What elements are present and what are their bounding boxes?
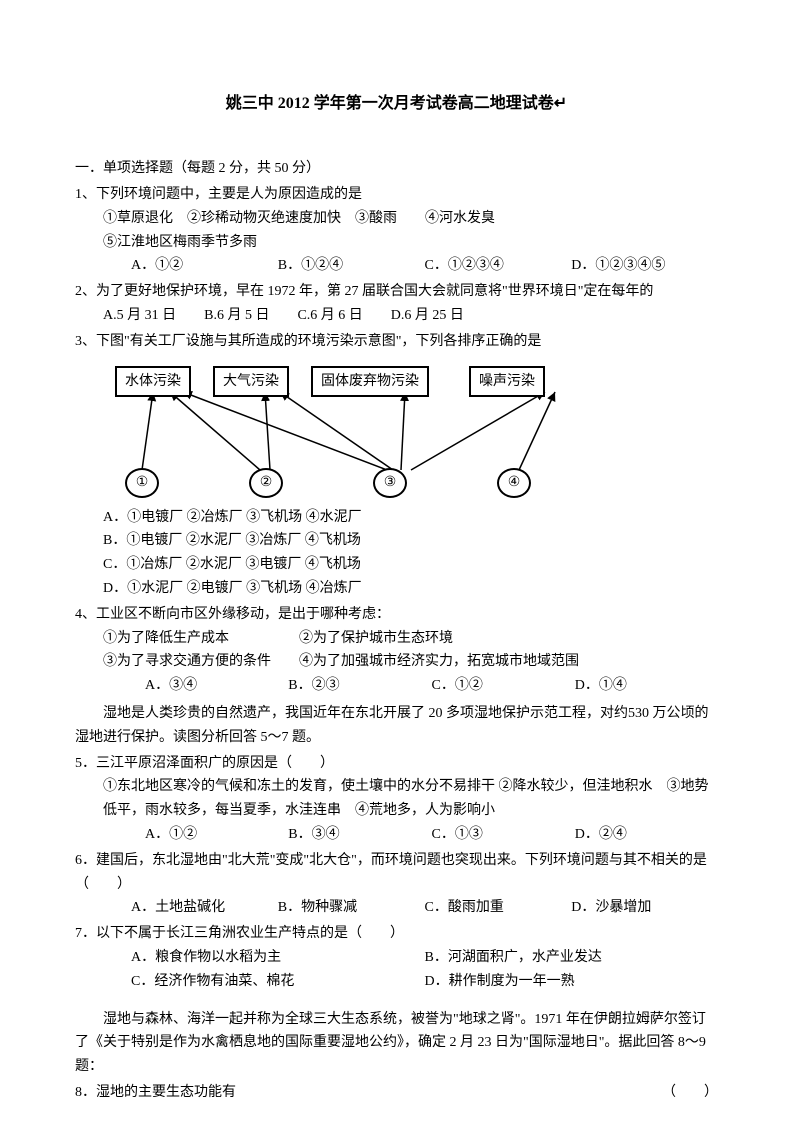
q4-stem: 4、工业区不断向市区外缘移动，是出于哪种考虑： (75, 603, 718, 627)
section-1-heading: 一．单项选择题（每题 2 分，共 50 分） (75, 157, 718, 181)
q1-options: A．①② B．①②④ C．①②③④ D．①②③④⑤ (75, 254, 718, 278)
q6-opt-d: D．沙暴增加 (571, 896, 718, 920)
q4-opt-b: B．②③ (288, 674, 431, 698)
q1-line1: ①草原退化 ②珍稀动物灭绝速度加快 ③酸雨 ④河水发臭 (75, 207, 718, 231)
q3-box-water: 水体污染 (115, 366, 191, 398)
q6-stem: 6．建国后，东北湿地由"北大荒"变成"北大仓"，而环境问题也突现出来。下列环境问… (75, 849, 718, 897)
q7-opt-d: D．耕作制度为一年一熟 (425, 970, 719, 994)
q4-l1: ①为了降低生产成本 ②为了保护城市生态环境 (75, 627, 718, 651)
exam-title: 姚三中 2012 学年第一次月考试卷高二地理试卷↵ (75, 90, 718, 117)
q5-body: ①东北地区寒冷的气候和冻土的发育，使土壤中的水分不易排干 ②降水较少，但洼地积水… (75, 775, 718, 823)
q1-opt-a: A．①② (131, 254, 278, 278)
q3-stem: 3、下图"有关工厂设施与其所造成的环境污染示意图"，下列各排序正确的是 (75, 330, 718, 354)
q4-opt-d: D．①④ (575, 674, 718, 698)
title-tail: ↵ (554, 95, 567, 112)
q5-stem: 5．三江平原沼泽面积广的原因是（ ） (75, 752, 718, 776)
q3-opt-b: B．①电镀厂 ②水泥厂 ③冶炼厂 ④飞机场 (75, 529, 718, 553)
passage-1: 湿地是人类珍贵的自然遗产，我国近年在东北开展了 20 多项湿地保护示范工程，对约… (75, 702, 718, 750)
q6-options: A．土地盐碱化 B．物种骤减 C．酸雨加重 D．沙暴增加 (75, 896, 718, 920)
q8-stem: 8．湿地的主要生态功能有 （ ） (75, 1081, 718, 1105)
q3-opt-a: A．①电镀厂 ②冶炼厂 ③飞机场 ④水泥厂 (75, 506, 718, 530)
q3-circle-4: ④ (497, 468, 531, 498)
q7-stem: 7．以下不属于长江三角洲农业生产特点的是（ ） (75, 922, 718, 946)
q7-opt-a: A．粮食作物以水稻为主 (131, 946, 425, 970)
passage-2: 湿地与森林、海洋一起并称为全球三大生态系统，被誉为"地球之肾"。1971 年在伊… (75, 1008, 718, 1079)
q3-diagram: 水体污染 大气污染 固体废弃物污染 噪声污染 ① ② ③ ④ (115, 362, 635, 502)
q4-options: A．③④ B．②③ C．①② D．①④ (75, 674, 718, 698)
q3-circle-2: ② (249, 468, 283, 498)
q7-opt-b: B．河湖面积广，水产业发达 (425, 946, 719, 970)
q6-opt-a: A．土地盐碱化 (131, 896, 278, 920)
q5-opt-a: A．①② (145, 823, 288, 847)
q1-line2: ⑤江淮地区梅雨季节多雨 (75, 231, 718, 255)
q6-opt-b: B．物种骤减 (278, 896, 425, 920)
q1-opt-d: D．①②③④⑤ (571, 254, 718, 278)
q1-stem: 1、下列环境问题中，主要是人为原因造成的是 (75, 183, 718, 207)
q1-opt-b: B．①②④ (278, 254, 425, 278)
q3-source-circles: ① ② ③ ④ (125, 468, 531, 498)
q5-opt-b: B．③④ (288, 823, 431, 847)
q3-opt-d: D．①水泥厂 ②电镀厂 ③飞机场 ④冶炼厂 (75, 577, 718, 601)
q8-stem-text: 8．湿地的主要生态功能有 (75, 1085, 236, 1100)
q3-pollution-boxes: 水体污染 大气污染 固体废弃物污染 噪声污染 (115, 366, 635, 398)
q3-box-solid: 固体废弃物污染 (311, 366, 429, 398)
q1-opt-c: C．①②③④ (425, 254, 572, 278)
q4-opt-c: C．①② (432, 674, 575, 698)
q8-paren: （ ） (662, 1081, 718, 1105)
q5-opt-c: C．①③ (432, 823, 575, 847)
q4-opt-a: A．③④ (145, 674, 288, 698)
q3-box-air: 大气污染 (213, 366, 289, 398)
q7-opt-c: C．经济作物有油菜、棉花 (131, 970, 425, 994)
q7-options: A．粮食作物以水稻为主 B．河湖面积广，水产业发达 C．经济作物有油菜、棉花 D… (75, 946, 718, 994)
q3-box-noise: 噪声污染 (469, 366, 545, 398)
q2-stem: 2、为了更好地保护环境，早在 1972 年，第 27 届联合国大会就同意将"世界… (75, 280, 718, 304)
spacer (75, 994, 718, 1004)
q6-opt-c: C．酸雨加重 (425, 896, 572, 920)
q3-circle-3: ③ (373, 468, 407, 498)
title-text: 姚三中 2012 学年第一次月考试卷高二地理试卷 (226, 95, 554, 112)
q5-options: A．①② B．③④ C．①③ D．②④ (75, 823, 718, 847)
q4-l2: ③为了寻求交通方便的条件 ④为了加强城市经济实力，拓宽城市地域范围 (75, 650, 718, 674)
q3-circle-1: ① (125, 468, 159, 498)
q3-opt-c: C．①冶炼厂 ②水泥厂 ③电镀厂 ④飞机场 (75, 553, 718, 577)
q5-opt-d: D．②④ (575, 823, 718, 847)
q2-options: A.5 月 31 日 B.6 月 5 日 C.6 月 6 日 D.6 月 25 … (75, 304, 718, 328)
